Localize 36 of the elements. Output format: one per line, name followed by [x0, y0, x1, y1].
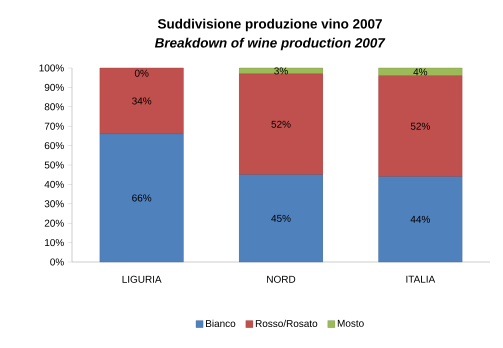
data-label: 0% [134, 70, 149, 77]
bar [239, 68, 323, 74]
y-tick-label: 90% [44, 84, 64, 91]
legend-label: Mosto [338, 320, 364, 327]
y-tick-label: 40% [44, 180, 64, 188]
y-tick-label: 70% [44, 122, 64, 130]
bar [378, 176, 462, 262]
x-tick-label: NORD [267, 276, 296, 283]
data-label: 3% [274, 67, 288, 74]
legend-label: Rosso/Rosato [256, 320, 318, 328]
x-tick-label: ITALIA [406, 276, 436, 283]
chart-title: Suddivisione produzione vino 2007 [158, 18, 382, 32]
y-tick-label: 20% [44, 220, 64, 227]
bar [239, 74, 323, 175]
y-tick-label: 80% [44, 103, 64, 110]
data-label: 52% [271, 120, 291, 128]
y-tick-label: 50% [44, 161, 64, 169]
y-tick-label: 100% [40, 64, 64, 72]
data-label: 45% [271, 214, 291, 222]
y-tick-label: 60% [44, 142, 64, 150]
x-tick-label: LIGURIA [122, 276, 162, 283]
bar [100, 68, 184, 134]
chart-subtitle: Breakdown of wine production 2007 [154, 38, 386, 50]
data-label: 52% [410, 122, 430, 130]
bar [100, 134, 184, 262]
bar [239, 174, 323, 262]
bar [378, 68, 462, 76]
y-tick-label: 30% [44, 200, 64, 208]
data-label: 4% [413, 68, 428, 76]
bar [378, 76, 462, 177]
legend-label: Bianco [206, 320, 236, 328]
data-label: 44% [410, 216, 430, 223]
data-label: 66% [132, 194, 152, 202]
data-label: 34% [132, 97, 152, 104]
y-tick-label: 10% [45, 239, 64, 246]
y-tick-label: 0% [50, 258, 64, 266]
